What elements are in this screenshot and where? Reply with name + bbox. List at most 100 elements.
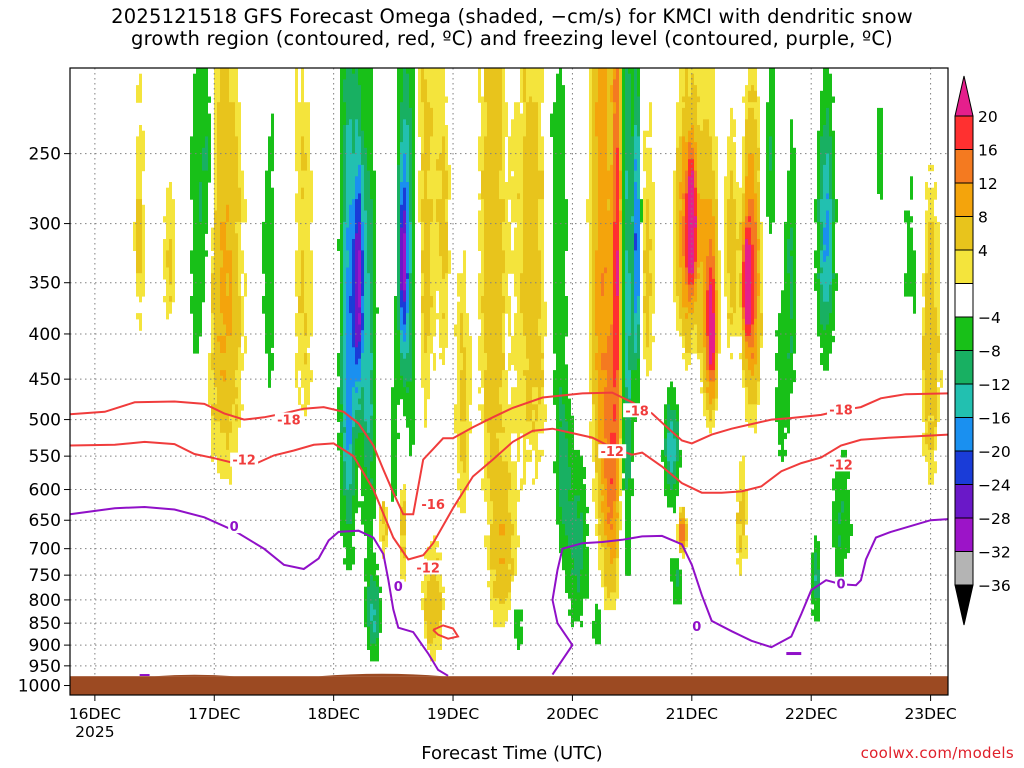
omega-cell [637, 307, 640, 314]
omega-cell [295, 125, 310, 132]
omega-cell [619, 364, 622, 371]
omega-cell [727, 239, 742, 246]
omega-cell [628, 170, 634, 177]
omega-cell [832, 187, 835, 194]
omega-cell [784, 261, 787, 269]
omega-cell [604, 404, 613, 411]
omega-cell [685, 541, 688, 548]
omega-cell [463, 324, 469, 331]
omega-cell [559, 484, 571, 491]
omega-cell [694, 250, 697, 257]
omega-cell [553, 347, 565, 354]
omega-cell [343, 216, 346, 223]
omega-cell [745, 147, 760, 155]
omega-cell [409, 176, 412, 183]
omega-cell [745, 113, 748, 120]
omega-cell [757, 227, 760, 234]
omega-cell [406, 296, 409, 303]
omega-cell [694, 239, 697, 246]
omega-cell [523, 256, 541, 263]
omega-cell [364, 221, 367, 229]
omega-cell [583, 552, 589, 559]
omega-cell [136, 90, 142, 98]
omega-cell [589, 85, 592, 92]
omega-cell [754, 296, 757, 303]
omega-cell [592, 341, 598, 348]
omega-cell [418, 113, 424, 120]
omega-cell [592, 267, 595, 274]
omega-cell [523, 102, 526, 109]
omega-cell [373, 341, 376, 348]
omega-cell [499, 529, 505, 536]
omega-cell [502, 147, 505, 155]
omega-cell [481, 307, 505, 314]
omega-cell [484, 455, 490, 462]
omega-cell [790, 278, 793, 286]
omega-cell [934, 427, 937, 434]
omega-cell [214, 318, 223, 326]
omega-cell [367, 421, 370, 428]
omega-cell [478, 273, 484, 280]
omega-cell [604, 495, 607, 502]
omega-cell [790, 313, 793, 320]
omega-cell [715, 347, 718, 354]
omega-cell [535, 467, 538, 474]
omega-cell [703, 119, 709, 126]
omega-cell [397, 119, 400, 126]
omega-cell [934, 444, 937, 451]
omega-cell [478, 239, 484, 246]
omega-cell [619, 404, 622, 411]
omega-cell [271, 130, 274, 137]
omega-cell [739, 501, 745, 508]
omega-cell [766, 159, 769, 166]
omega-cell [715, 244, 718, 251]
omega-cell [526, 341, 541, 348]
omega-cell [904, 210, 910, 217]
omega-cell [553, 182, 565, 189]
omega-cell [490, 438, 499, 445]
omega-cell [376, 581, 379, 588]
omega-cell [616, 558, 619, 565]
omega-cell [676, 524, 679, 531]
omega-cell [343, 142, 346, 149]
omega-cell [676, 199, 682, 206]
omega-cell [400, 307, 403, 314]
omega-cell [364, 130, 373, 137]
omega-cell [682, 153, 688, 160]
omega-cell [355, 467, 358, 474]
omega-cell [616, 107, 619, 115]
omega-cell [202, 204, 208, 212]
omega-cell [832, 136, 835, 143]
omega-cell [607, 79, 613, 86]
omega-cell [745, 353, 751, 360]
omega-cell [601, 478, 607, 485]
omega-cell [715, 404, 718, 411]
omega-cell [817, 558, 820, 565]
omega-cell [598, 216, 613, 223]
omega-cell [592, 233, 598, 240]
omega-cell [349, 296, 355, 303]
omega-cell [403, 187, 406, 194]
omega-cell [589, 153, 592, 160]
omega-cell [604, 290, 613, 297]
omega-cell [412, 107, 415, 115]
omega-cell [538, 164, 544, 172]
omega-cell [754, 164, 760, 172]
omega-cell [685, 529, 688, 536]
omega-cell [667, 392, 676, 400]
omega-cell [553, 301, 568, 308]
omega-cell [532, 421, 535, 428]
omega-cell [370, 427, 373, 434]
omega-cell [355, 278, 358, 286]
omega-cell [688, 307, 694, 314]
omega-cell [793, 233, 796, 240]
omega-cell [571, 546, 583, 554]
omega-cell [298, 227, 310, 234]
omega-cell [358, 79, 373, 86]
omega-cell [364, 250, 367, 257]
omega-cell [673, 484, 679, 491]
omega-cell [394, 353, 400, 360]
omega-cell [343, 381, 346, 388]
omega-cell [601, 273, 604, 280]
omega-cell [742, 330, 745, 337]
